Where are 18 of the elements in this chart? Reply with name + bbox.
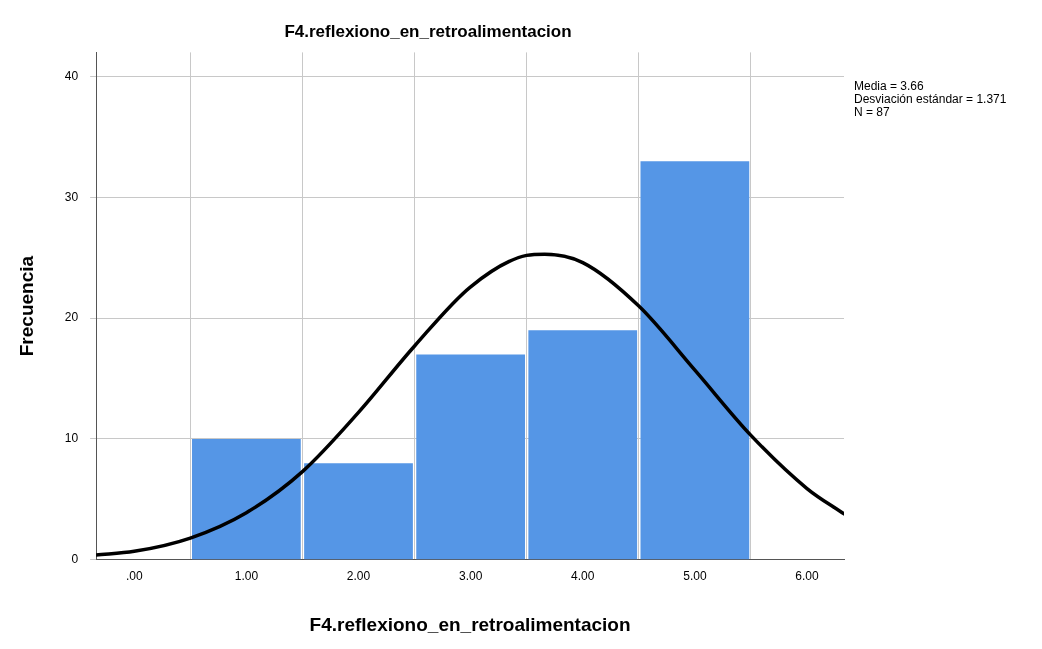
x-tick-label: .00 — [125, 569, 143, 584]
y-tick-label: 10 — [64, 431, 79, 446]
x-tick-label: 6.00 — [795, 569, 819, 584]
y-tick-label: 0 — [71, 552, 79, 567]
text: N = 87 — [854, 104, 891, 119]
x-tick-label: 3.00 — [458, 569, 483, 584]
x-tick-label: 2.00 — [346, 569, 371, 584]
y-tick-label: 40 — [64, 68, 79, 83]
x-tick-label: 1.00 — [234, 569, 259, 584]
x-tick-label: 5.00 — [683, 569, 707, 584]
y-tick-label: 20 — [64, 310, 79, 325]
x-axis-title: F4.reflexiono_en_retroalimentacion — [309, 613, 631, 635]
y-axis-title: Frecuencia — [15, 255, 37, 357]
text: Media = 3.66 — [854, 78, 925, 93]
x-tick-label: 4.00 — [571, 569, 595, 584]
text: Desviación estándar = 1.371 — [854, 91, 1007, 106]
y-tick-label: 30 — [64, 189, 79, 204]
chart-title: F4.reflexiono_en_retroalimentacion — [284, 21, 572, 41]
